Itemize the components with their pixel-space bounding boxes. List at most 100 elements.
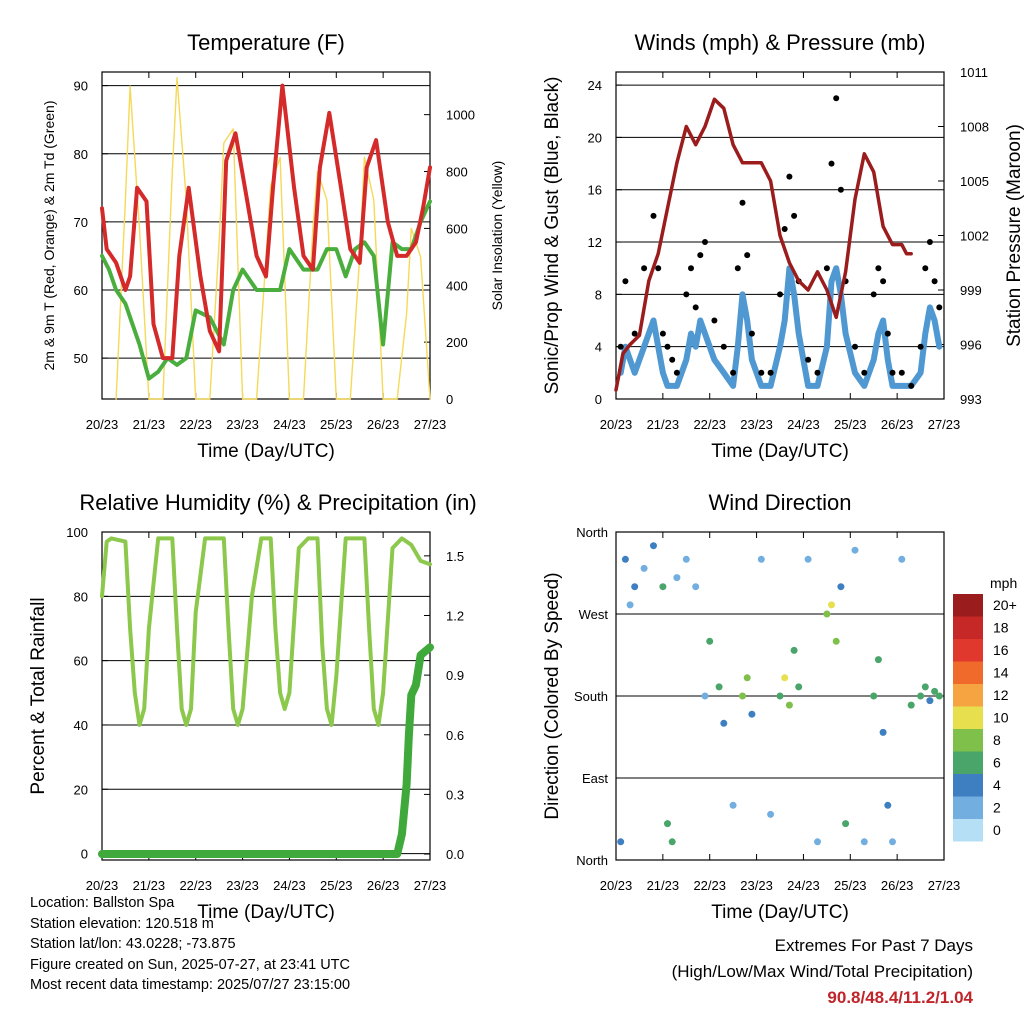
x-tick-label: 25/23 bbox=[320, 878, 353, 893]
station-info: Location: Ballston Spa Station elevation… bbox=[30, 893, 350, 996]
gust-point bbox=[748, 330, 755, 337]
y2-tick-label: 1.5 bbox=[446, 549, 464, 564]
gust-point bbox=[828, 160, 835, 167]
y-tick-label: East bbox=[582, 771, 608, 786]
legend-label: 18 bbox=[993, 620, 1009, 636]
x-tick-label: 25/23 bbox=[834, 878, 867, 893]
legend-swatch bbox=[953, 684, 983, 707]
wind-direction-point bbox=[884, 801, 892, 809]
y-tick-label: South bbox=[574, 689, 608, 704]
x-tick-label: 20/23 bbox=[86, 417, 119, 432]
y-tick-label: 40 bbox=[74, 718, 88, 733]
gust-point bbox=[908, 382, 915, 389]
legend-title: mph bbox=[990, 575, 1017, 591]
gust-point bbox=[875, 265, 882, 272]
y2-axis-label: Station Pressure (Maroon) bbox=[1004, 124, 1024, 347]
legend-label: 10 bbox=[993, 710, 1009, 726]
gust-point bbox=[777, 291, 783, 298]
y-tick-label: 70 bbox=[74, 215, 88, 230]
y2-tick-label: 0 bbox=[446, 392, 453, 407]
extremes-title: Extremes For Past 7 Days bbox=[774, 936, 973, 955]
wind-direction-point bbox=[757, 555, 765, 563]
gust-point bbox=[631, 330, 638, 337]
wind-direction-point bbox=[631, 583, 639, 591]
y2-tick-label: 1.2 bbox=[446, 608, 464, 623]
gust-point bbox=[692, 304, 699, 311]
wind-direction-point bbox=[650, 542, 657, 550]
gust-point bbox=[711, 317, 718, 324]
x-tick-label: 25/23 bbox=[834, 417, 867, 432]
wind-direction-point bbox=[828, 601, 835, 609]
wind-direction-point bbox=[673, 574, 681, 582]
x-tick-label: 23/23 bbox=[740, 417, 773, 432]
y2-tick-label: 0.9 bbox=[446, 668, 464, 683]
x-tick-label: 26/23 bbox=[881, 417, 914, 432]
gust-point bbox=[739, 199, 746, 206]
legend-swatch bbox=[953, 774, 983, 797]
wind-direction-point bbox=[926, 697, 934, 705]
station-latlon: Station lat/lon: 43.0228; -73.875 bbox=[30, 936, 236, 952]
legend-swatch bbox=[953, 616, 983, 639]
legend-swatch bbox=[953, 594, 983, 617]
chart-title: Winds (mph) & Pressure (mb) bbox=[635, 30, 926, 55]
x-axis-label: Time (Day/UTC) bbox=[197, 441, 335, 462]
y-tick-label: 24 bbox=[588, 78, 602, 93]
x-tick-label: 24/23 bbox=[787, 417, 820, 432]
y-tick-label: 100 bbox=[66, 525, 88, 540]
humidity-line bbox=[100, 536, 432, 727]
y2-tick-label: 0.6 bbox=[446, 728, 464, 743]
legend-label: 6 bbox=[993, 755, 1001, 771]
y2-tick-label: 993 bbox=[960, 392, 982, 407]
solar-insolation-line bbox=[115, 76, 431, 400]
y-tick-label: 16 bbox=[588, 183, 602, 198]
x-tick-label: 23/23 bbox=[226, 417, 259, 432]
x-tick-label: 23/23 bbox=[226, 878, 259, 893]
y2-tick-label: 999 bbox=[960, 283, 982, 298]
wind-direction-point bbox=[832, 637, 840, 645]
gust-point bbox=[837, 186, 844, 193]
x-tick-label: 25/23 bbox=[320, 417, 353, 432]
chart-title: Wind Direction bbox=[708, 490, 851, 515]
wind-direction-point bbox=[823, 610, 831, 618]
y-tick-label: 20 bbox=[74, 782, 88, 797]
x-tick-label: 23/23 bbox=[740, 878, 773, 893]
legend-label: 0 bbox=[993, 822, 1001, 838]
x-tick-label: 22/23 bbox=[693, 878, 726, 893]
gust-point bbox=[622, 278, 629, 285]
gust-point bbox=[697, 252, 704, 259]
wind-direction-point bbox=[785, 701, 793, 709]
gust-point bbox=[884, 330, 891, 337]
wind-direction-point bbox=[739, 692, 746, 700]
gust-point bbox=[669, 356, 676, 363]
wind-direction-point bbox=[804, 555, 812, 563]
plot-frame bbox=[615, 531, 945, 861]
y2-tick-label: 1005 bbox=[960, 174, 989, 189]
gust-point bbox=[889, 369, 896, 376]
wind-direction-point bbox=[889, 838, 896, 846]
x-tick-label: 21/23 bbox=[133, 878, 166, 893]
gust-point bbox=[926, 239, 933, 245]
y-tick-label: 0 bbox=[81, 847, 88, 862]
wind-direction-point bbox=[748, 710, 756, 718]
gust-point bbox=[814, 369, 821, 376]
station-elevation: Station elevation: 120.518 m bbox=[30, 915, 214, 932]
dewpoint-line bbox=[100, 199, 432, 381]
gust-point bbox=[659, 330, 666, 337]
y2-tick-label: 1008 bbox=[960, 120, 989, 135]
gust-point bbox=[744, 252, 751, 259]
y-axis-label: Sonic/Prop Wind & Gust (Blue, Black) bbox=[542, 77, 563, 395]
wind-direction-point bbox=[664, 820, 671, 828]
x-tick-label: 24/23 bbox=[787, 878, 820, 893]
wind-direction-point bbox=[743, 674, 751, 682]
y-tick-label: 80 bbox=[74, 147, 88, 162]
gust-point bbox=[617, 343, 624, 350]
y-tick-label: 8 bbox=[595, 287, 602, 302]
legend-label: 2 bbox=[993, 800, 1001, 816]
x-tick-label: 27/23 bbox=[928, 417, 961, 432]
chart-title: Relative Humidity (%) & Precipitation (i… bbox=[79, 490, 476, 515]
gust-point bbox=[833, 95, 840, 102]
wind-direction-point bbox=[907, 701, 915, 709]
gust-point bbox=[917, 343, 924, 350]
y2-tick-label: 1002 bbox=[960, 229, 989, 244]
station-location: Location: Ballston Spa bbox=[30, 895, 175, 911]
